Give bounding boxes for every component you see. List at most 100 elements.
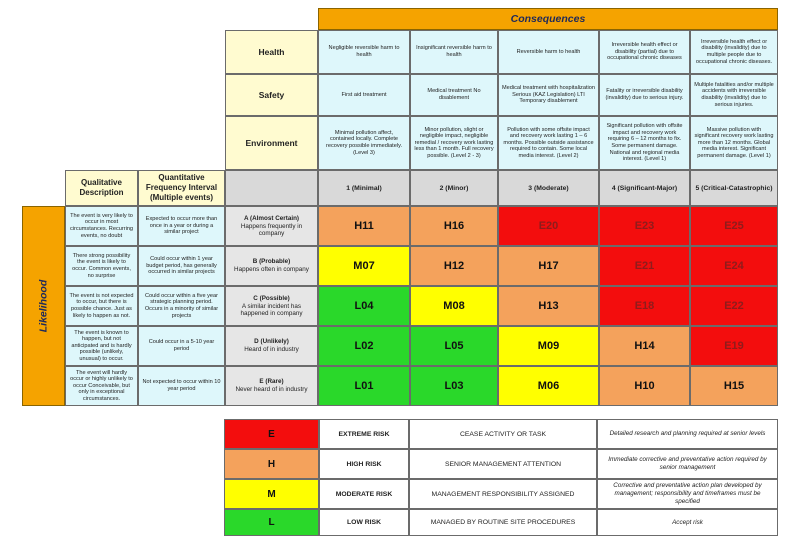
likelihood-level-description: Heard of in industry	[244, 346, 299, 354]
consequence-description-text: Minor pollution, slight or negligible im…	[414, 126, 494, 159]
legend-action: MANAGED BY ROUTINE SITE PROCEDURES	[409, 509, 597, 536]
risk-cell-moderate: M06	[498, 366, 599, 406]
risk-cell-moderate: M09	[498, 326, 599, 366]
likelihood-level-description: Happens often in company	[234, 266, 309, 274]
legend-note-text: Corrective and preventative action plan …	[613, 482, 762, 505]
risk-code: M08	[443, 300, 465, 312]
risk-code: H17	[538, 260, 559, 272]
legend-letter: L	[268, 517, 275, 528]
consequence-category-label: Safety	[258, 90, 285, 100]
likelihood-level-title: B (Probable)	[252, 258, 291, 266]
risk-code: L04	[354, 300, 374, 312]
quantitative-text: Could occur in a 5-10 year period	[148, 339, 215, 352]
consequence-level-header: 3 (Moderate)	[498, 170, 599, 206]
quantitative-text: Expected to occur more than once in a ye…	[145, 216, 218, 236]
risk-code: E19	[724, 340, 744, 352]
legend-action: MANAGEMENT RESPONSIBILITY ASSIGNED	[409, 479, 597, 509]
risk-cell-extreme: E25	[690, 206, 778, 246]
risk-cell-extreme: E18	[599, 286, 690, 326]
risk-cell-high: H14	[599, 326, 690, 366]
risk-code: E20	[538, 220, 559, 232]
consequence-description-text: Fatality or irreversible disability (inv…	[605, 88, 684, 101]
risk-cell-extreme: E19	[690, 326, 778, 366]
legend-risk-name: HIGH RISK	[319, 449, 409, 479]
quantitative-text: Could occur within 1 year budget period,…	[146, 256, 217, 276]
legend-risk-name-text: MODERATE RISK	[335, 490, 393, 498]
qualitative-description: The event is known to happen, but not an…	[65, 326, 138, 366]
risk-code: E23	[634, 220, 655, 232]
qualitative-text: The event is known to happen, but not an…	[71, 329, 132, 362]
legend-action: SENIOR MANAGEMENT ATTENTION	[409, 449, 597, 479]
legend-action-text: SENIOR MANAGEMENT ATTENTION	[444, 460, 562, 468]
consequence-description-text: Irreversible health effect or disability…	[695, 38, 773, 65]
consequence-level-label: 2 (Minor)	[439, 184, 469, 192]
consequence-description: Minimal pollution affect, contained loca…	[318, 116, 410, 170]
legend-action-text: MANAGEMENT RESPONSIBILITY ASSIGNED	[431, 490, 575, 498]
consequence-description: Multiple fatalities and/or multiple acci…	[690, 74, 778, 116]
risk-cell-low: L05	[410, 326, 498, 366]
consequence-level-label: 5 (Critical-Catastrophic)	[695, 184, 773, 192]
consequence-level-label: 4 (Significant-Major)	[611, 184, 678, 192]
risk-cell-moderate: M07	[318, 246, 410, 286]
consequence-level-label: 3 (Moderate)	[528, 184, 569, 192]
risk-code: L02	[354, 340, 374, 352]
qualitative-text: The event is not expected to occur, but …	[69, 292, 134, 319]
legend-risk-name-text: EXTREME RISK	[338, 430, 390, 438]
likelihood-level-title: A (Almost Certain)	[243, 214, 300, 222]
risk-cell-low: L04	[318, 286, 410, 326]
consequence-description-text: Irreversible health effect or disability…	[607, 42, 682, 62]
risk-cell-high: H12	[410, 246, 498, 286]
risk-cell-extreme: E23	[599, 206, 690, 246]
legend-note: Immediate corrective and preventative ac…	[597, 449, 778, 479]
consequence-category-label: Health	[258, 47, 285, 57]
quantitative-header-text: Quantitative Frequency Interval (Multipl…	[145, 173, 218, 202]
quantitative-frequency: Could occur in a 5-10 year period	[138, 326, 225, 366]
quantitative-frequency: Could occur within a five year strategic…	[138, 286, 225, 326]
likelihood-level-title: C (Possible)	[253, 294, 290, 302]
qualitative-text: The event is very likely to occur in mos…	[69, 212, 134, 239]
likelihood-banner: Likelihood	[22, 206, 65, 406]
risk-cell-extreme: E24	[690, 246, 778, 286]
legend-risk-name: LOW RISK	[319, 509, 409, 536]
consequence-description: Pollution with some offsite impact and r…	[498, 116, 599, 170]
legend-risk-name: EXTREME RISK	[319, 419, 409, 449]
risk-code: L01	[354, 380, 374, 392]
qualitative-description: There strong possibility the event is li…	[65, 246, 138, 286]
consequence-description-text: Reversible harm to health	[516, 48, 581, 55]
likelihood-level-description: A similar incident has happened in compa…	[240, 302, 303, 318]
consequence-description: First aid treatment	[318, 74, 410, 116]
likelihood-level-description: Never heard of in industry	[235, 386, 308, 394]
legend-note: Accept risk	[597, 509, 778, 536]
quantitative-header: Quantitative Frequency Interval (Multipl…	[138, 170, 225, 206]
risk-cell-extreme: E21	[599, 246, 690, 286]
consequence-description-text: Pollution with some offsite impact and r…	[503, 126, 594, 159]
consequence-description: Massive pollution with significant recov…	[690, 116, 778, 170]
consequence-category-safety: Safety	[225, 74, 318, 116]
risk-cell-moderate: M08	[410, 286, 498, 326]
consequence-description-text: Medical treatment No disablement	[427, 88, 481, 101]
risk-code: E21	[634, 260, 655, 272]
likelihood-level: B (Probable) Happens often in company	[225, 246, 318, 286]
quantitative-text: Could occur within a five year strategic…	[144, 292, 219, 319]
consequence-description: Fatality or irreversible disability (inv…	[599, 74, 690, 116]
legend-note: Corrective and preventative action plan …	[597, 479, 778, 509]
consequence-description: Significant pollution with offsite impac…	[599, 116, 690, 170]
qualitative-description: The event will hardly occur or highly un…	[65, 366, 138, 406]
level-header-blank	[225, 170, 318, 206]
consequence-description-text: Significant pollution with offsite impac…	[606, 123, 683, 163]
consequence-level-label: 1 (Minimal)	[346, 184, 382, 192]
legend-note: Detailed research and planning required …	[597, 419, 778, 449]
risk-code: H10	[634, 380, 655, 392]
consequences-banner: Consequences	[318, 8, 778, 30]
risk-cell-high: H11	[318, 206, 410, 246]
quantitative-frequency: Expected to occur more than once in a ye…	[138, 206, 225, 246]
consequence-description-text: Negligible reversible harm to health	[328, 45, 400, 58]
qualitative-header: Qualitative Description	[65, 170, 138, 206]
likelihood-level: A (Almost Certain) Happens frequently in …	[225, 206, 318, 246]
consequence-level-header: 5 (Critical-Catastrophic)	[690, 170, 778, 206]
qualitative-description: The event is very likely to occur in mos…	[65, 206, 138, 246]
consequence-description-text: First aid treatment	[341, 91, 387, 98]
legend-swatch-moderate: M	[224, 479, 319, 509]
consequence-description: Negligible reversible harm to health	[318, 30, 410, 74]
risk-code: M06	[537, 380, 560, 392]
